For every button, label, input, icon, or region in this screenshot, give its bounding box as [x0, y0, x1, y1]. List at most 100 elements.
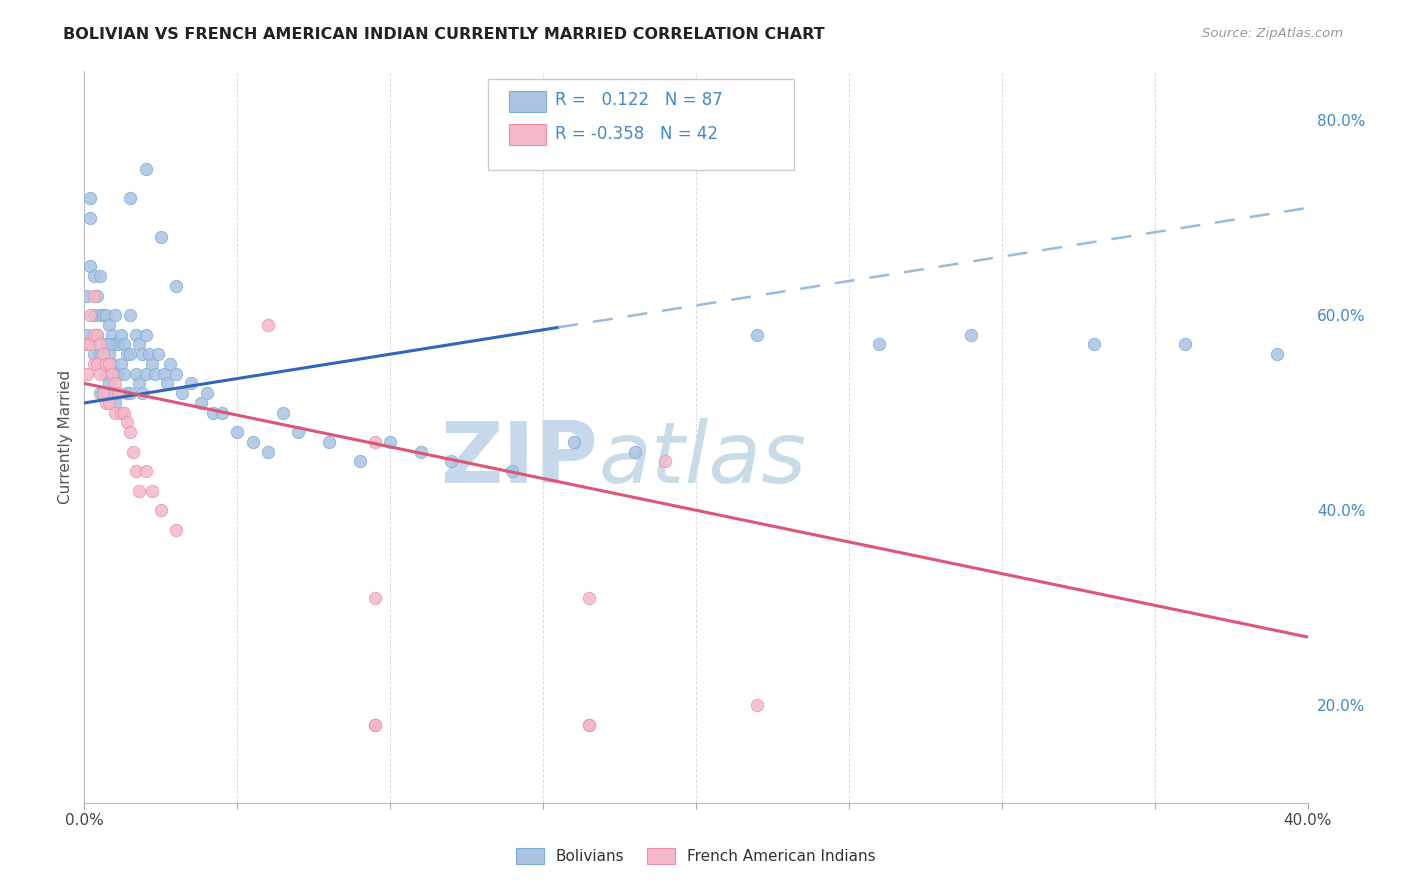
- Point: [364, 434, 387, 449]
- Point: [242, 434, 264, 449]
- Point: [83, 327, 105, 342]
- Point: [125, 367, 148, 381]
- Point: [91, 308, 114, 322]
- Point: [143, 367, 166, 381]
- Point: [83, 347, 105, 361]
- Point: [115, 386, 138, 401]
- Point: [97, 357, 120, 371]
- Point: [115, 416, 138, 430]
- Point: [120, 386, 142, 401]
- Point: [76, 337, 98, 351]
- Point: [112, 406, 135, 420]
- Point: [76, 327, 98, 342]
- Point: [101, 357, 124, 371]
- Point: [156, 376, 179, 391]
- Point: [94, 396, 117, 410]
- Text: BOLIVIAN VS FRENCH AMERICAN INDIAN CURRENTLY MARRIED CORRELATION CHART: BOLIVIAN VS FRENCH AMERICAN INDIAN CURRE…: [63, 27, 825, 42]
- Point: [380, 434, 402, 449]
- Point: [141, 357, 163, 371]
- Point: [110, 357, 132, 371]
- Point: [318, 434, 340, 449]
- Point: [165, 523, 187, 537]
- Point: [86, 357, 108, 371]
- Point: [79, 260, 101, 274]
- Point: [654, 454, 676, 468]
- Point: [91, 386, 114, 401]
- Point: [135, 161, 157, 176]
- Point: [89, 337, 111, 351]
- Point: [86, 327, 108, 342]
- Point: [364, 718, 387, 732]
- Point: [287, 425, 309, 440]
- Point: [79, 191, 101, 205]
- Point: [120, 308, 142, 322]
- Point: [502, 464, 524, 478]
- Point: [190, 396, 212, 410]
- Point: [89, 367, 111, 381]
- Point: [135, 367, 157, 381]
- Point: [86, 327, 108, 342]
- Point: [349, 454, 371, 468]
- Text: R = -0.358   N = 42: R = -0.358 N = 42: [555, 125, 718, 143]
- Point: [97, 337, 120, 351]
- Point: [110, 327, 132, 342]
- Point: [89, 386, 111, 401]
- Point: [364, 591, 387, 605]
- Point: [128, 376, 150, 391]
- Point: [122, 444, 145, 458]
- Point: [578, 718, 600, 732]
- Point: [180, 376, 202, 391]
- Point: [83, 288, 105, 302]
- Point: [97, 318, 120, 332]
- Point: [1174, 337, 1197, 351]
- Point: [271, 406, 294, 420]
- Point: [104, 337, 127, 351]
- Point: [960, 327, 983, 342]
- Point: [79, 337, 101, 351]
- Point: [624, 444, 647, 458]
- Point: [89, 308, 111, 322]
- Point: [149, 503, 172, 517]
- Point: [141, 483, 163, 498]
- Point: [364, 718, 387, 732]
- Point: [94, 357, 117, 371]
- Point: [97, 347, 120, 361]
- FancyBboxPatch shape: [509, 91, 546, 112]
- FancyBboxPatch shape: [488, 78, 794, 170]
- Point: [201, 406, 224, 420]
- Point: [104, 406, 127, 420]
- Point: [226, 425, 249, 440]
- Point: [257, 318, 280, 332]
- Point: [165, 279, 187, 293]
- Point: [135, 327, 157, 342]
- Point: [76, 367, 98, 381]
- Text: R =   0.122   N = 87: R = 0.122 N = 87: [555, 91, 723, 109]
- Point: [138, 347, 160, 361]
- Point: [79, 211, 101, 225]
- Point: [91, 347, 114, 361]
- Point: [107, 367, 129, 381]
- Point: [153, 367, 176, 381]
- Point: [97, 376, 120, 391]
- Point: [146, 347, 169, 361]
- Point: [101, 327, 124, 342]
- Point: [149, 230, 172, 244]
- Point: [97, 396, 120, 410]
- Point: [869, 337, 891, 351]
- Point: [131, 386, 153, 401]
- Legend: Bolivians, French American Indians: Bolivians, French American Indians: [509, 840, 883, 872]
- Point: [104, 367, 127, 381]
- Point: [112, 367, 135, 381]
- Y-axis label: Currently Married: Currently Married: [58, 370, 73, 504]
- Point: [76, 288, 98, 302]
- Text: ZIP: ZIP: [440, 417, 598, 500]
- Point: [165, 367, 187, 381]
- Text: Source: ZipAtlas.com: Source: ZipAtlas.com: [1202, 27, 1343, 40]
- Point: [128, 337, 150, 351]
- Point: [125, 464, 148, 478]
- Point: [131, 347, 153, 361]
- Point: [104, 396, 127, 410]
- Point: [125, 327, 148, 342]
- Point: [89, 347, 111, 361]
- Point: [91, 386, 114, 401]
